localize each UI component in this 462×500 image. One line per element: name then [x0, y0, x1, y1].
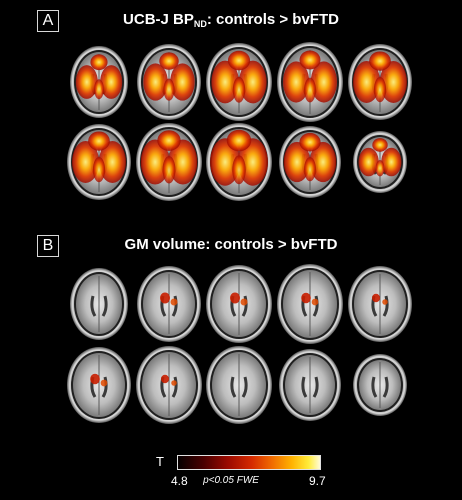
activation-right [170, 63, 195, 101]
brain-slice-a-1-4 [277, 42, 343, 122]
panel-b-title: GM volume: controls > bvFTD [124, 236, 338, 253]
activation-right [379, 61, 407, 103]
brain-slice-a-2-1 [67, 124, 131, 200]
activation-frontal [299, 50, 321, 70]
activation-spot [382, 299, 388, 305]
activation-spot [240, 298, 248, 306]
activation-frontal [299, 132, 321, 152]
activation-midline [92, 156, 106, 183]
brain-slice-a-1-3 [206, 43, 272, 121]
activation-midline [163, 78, 175, 101]
activation-midline [304, 157, 316, 182]
brain-slice-a-1-1 [70, 46, 128, 118]
brain-slice-a-2-3 [206, 123, 272, 201]
brain-slice-a-1-5 [348, 44, 412, 120]
activation-frontal [226, 129, 252, 152]
brain-slice-b-1-2 [137, 266, 201, 342]
panel-a-title-main: UCB-J BP [123, 11, 194, 28]
activation-midline [232, 76, 246, 103]
activation-spot [311, 298, 319, 306]
brain-slice-b-1-1 [70, 268, 128, 340]
activation-left [282, 61, 310, 103]
activation-midline [232, 155, 246, 185]
activation-midline [373, 76, 387, 103]
activation-spot [301, 292, 311, 304]
activation-left [75, 65, 98, 99]
activation-left [358, 147, 379, 177]
activation-left [140, 139, 170, 185]
activation-right [310, 61, 338, 103]
activation-right [309, 141, 337, 183]
activation-frontal [227, 50, 251, 71]
activation-spot [171, 380, 177, 386]
activation-spot [100, 379, 108, 387]
brain-slice-b-2-3 [206, 346, 272, 424]
activation-right [100, 65, 123, 99]
activation-left [143, 63, 168, 101]
activation-frontal [157, 130, 181, 151]
colorbar-min: 4.8 [171, 474, 188, 488]
brain-slice-a-2-5 [353, 131, 407, 193]
brain-slice-b-2-4 [279, 349, 341, 421]
ventricles [371, 376, 389, 398]
activation-frontal [372, 138, 388, 152]
ventricles [90, 295, 108, 317]
panel-a-title: UCB-J BPND: controls > bvFTD [0, 11, 462, 29]
activation-right [381, 147, 402, 177]
activation-frontal [369, 51, 391, 71]
brain-slice-b-1-3 [206, 265, 272, 343]
activation-frontal [90, 54, 108, 71]
activation-frontal [88, 131, 110, 151]
activation-spot [230, 292, 240, 304]
activation-right [98, 141, 126, 183]
activation-spot [90, 373, 100, 385]
activation-spot [170, 298, 178, 306]
activation-left [72, 141, 100, 183]
activation-right [168, 139, 198, 185]
activation-left [283, 141, 311, 183]
activation-spot [372, 293, 380, 303]
brain-slice-b-1-5 [348, 266, 412, 342]
brain-slice-a-2-2 [136, 123, 202, 201]
ventricles [230, 376, 248, 398]
activation-midline [94, 79, 104, 100]
ventricles [301, 376, 319, 398]
panel-a-title-rest: : controls > bvFTD [206, 11, 339, 28]
brain-slice-b-2-1 [67, 347, 131, 423]
activation-left [353, 61, 381, 103]
activation-left [211, 60, 239, 104]
brain-slice-a-1-2 [137, 44, 201, 120]
activation-frontal [159, 52, 179, 70]
activation-spot [160, 292, 170, 304]
activation-midline [304, 77, 316, 103]
panel-a-label: A [37, 10, 59, 32]
activation-right [239, 60, 267, 104]
activation-spot [161, 374, 169, 384]
colorbar-symbol: T [156, 454, 164, 469]
colorbar-significance: p<0.05 FWE [203, 475, 259, 486]
brain-slices [67, 42, 412, 424]
brain-slice-b-2-5 [353, 354, 407, 416]
brain-slice-b-2-2 [136, 346, 202, 424]
panel-b-label: B [37, 235, 59, 257]
activation-midline [162, 156, 176, 184]
brain-slice-b-1-4 [277, 264, 343, 344]
colorbar [177, 455, 321, 470]
activation-midline [375, 160, 385, 177]
panel-a-title-sub: ND [193, 19, 207, 29]
colorbar-max: 9.7 [309, 474, 326, 488]
brain-slice-a-2-4 [279, 126, 341, 198]
